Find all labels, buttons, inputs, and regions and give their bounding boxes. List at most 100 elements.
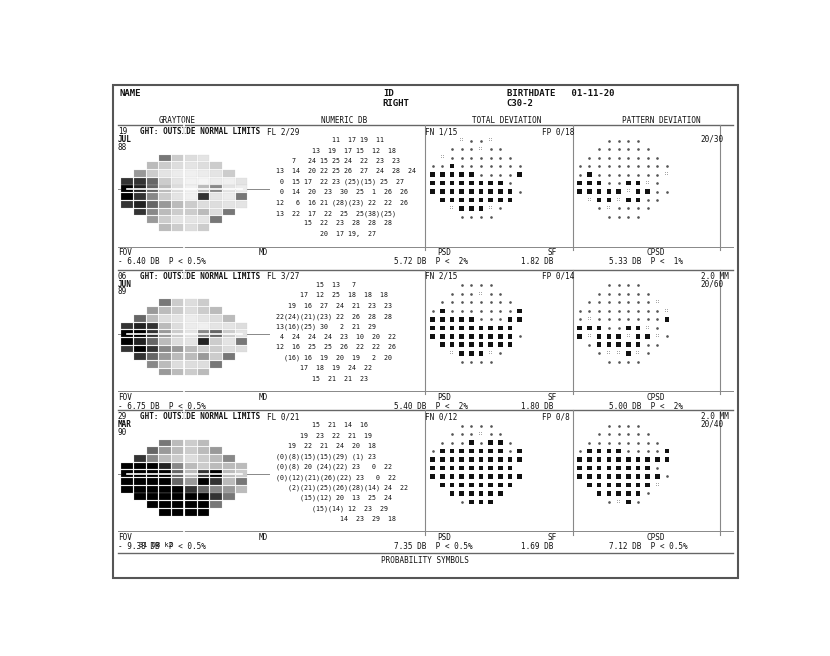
Bar <box>469 457 474 462</box>
Bar <box>440 189 445 194</box>
Bar <box>185 170 197 177</box>
Bar <box>517 317 522 321</box>
Bar <box>198 186 209 192</box>
Bar <box>198 509 209 516</box>
Bar <box>430 189 435 194</box>
Bar <box>469 491 474 496</box>
Text: 2.0 MM: 2.0 MM <box>701 412 728 421</box>
Bar <box>210 216 222 223</box>
Bar <box>626 491 631 496</box>
Text: 2.0 MM: 2.0 MM <box>701 272 728 281</box>
Bar <box>469 197 474 202</box>
Bar <box>210 178 222 184</box>
Bar <box>210 478 222 485</box>
Bar <box>185 162 197 169</box>
Bar <box>459 189 464 194</box>
Bar <box>134 330 146 337</box>
Text: 17  18  19  24  22: 17 18 19 24 22 <box>276 365 372 371</box>
Bar <box>159 485 171 493</box>
Bar <box>597 466 602 470</box>
Bar <box>159 509 171 516</box>
Bar <box>469 466 474 470</box>
Bar <box>172 455 183 462</box>
Bar <box>479 457 483 462</box>
Bar <box>185 323 197 329</box>
Bar <box>488 334 493 338</box>
Bar <box>223 478 235 485</box>
Bar <box>159 186 171 192</box>
Bar <box>469 317 474 321</box>
Bar <box>134 493 146 501</box>
Bar <box>223 485 235 493</box>
Bar <box>616 334 621 338</box>
Bar <box>236 470 247 477</box>
Bar <box>172 346 183 352</box>
Text: MD: MD <box>259 248 268 257</box>
Text: 4  24  24  24  23  10  20  22: 4 24 24 24 23 10 20 22 <box>276 334 396 340</box>
Bar <box>597 474 602 479</box>
Bar <box>172 162 183 169</box>
Text: 22(24)(21)(23) 22  26  28  28: 22(24)(21)(23) 22 26 28 28 <box>276 313 392 319</box>
Text: MD: MD <box>259 533 268 542</box>
Bar <box>626 197 631 202</box>
Bar <box>172 338 183 344</box>
Bar <box>578 325 582 330</box>
Bar <box>440 173 445 177</box>
Bar <box>147 209 159 215</box>
Bar <box>498 474 503 479</box>
Bar <box>198 155 209 161</box>
Bar <box>517 173 522 177</box>
Bar <box>210 455 222 462</box>
Text: ::: :: <box>449 350 455 355</box>
Bar <box>636 197 640 202</box>
Text: 15  21  14  16: 15 21 14 16 <box>276 422 368 428</box>
Bar <box>587 325 592 330</box>
Bar <box>430 334 435 338</box>
Bar <box>607 466 611 470</box>
Bar <box>210 354 222 360</box>
Bar <box>147 354 159 360</box>
Bar <box>159 315 171 321</box>
Bar <box>655 457 660 462</box>
Text: PSD: PSD <box>437 533 451 542</box>
Bar <box>223 170 235 177</box>
Bar <box>134 338 146 344</box>
Bar <box>498 466 503 470</box>
Bar <box>134 178 146 184</box>
Bar <box>159 299 171 306</box>
Text: 5.40 DB  P <  2%: 5.40 DB P < 2% <box>394 402 468 411</box>
Text: 20/60: 20/60 <box>701 279 724 289</box>
Bar <box>450 491 454 496</box>
Bar <box>121 470 133 477</box>
Bar <box>223 315 235 321</box>
Bar <box>223 201 235 207</box>
Text: 12  16  25  25  26  22  22  26: 12 16 25 25 26 22 22 26 <box>276 344 396 350</box>
Bar <box>198 224 209 231</box>
Bar <box>134 201 146 207</box>
Bar <box>198 440 209 446</box>
Bar <box>488 457 493 462</box>
Bar <box>159 346 171 352</box>
Bar <box>636 181 640 186</box>
Bar <box>587 181 592 186</box>
Bar <box>498 197 503 202</box>
Bar <box>210 201 222 207</box>
Bar <box>488 197 493 202</box>
Bar <box>459 334 464 338</box>
Bar <box>198 209 209 215</box>
Bar <box>616 466 621 470</box>
Bar <box>440 334 445 338</box>
Bar <box>459 173 464 177</box>
Bar <box>121 462 133 470</box>
Text: ::: :: <box>587 333 593 338</box>
Bar <box>469 325 474 330</box>
Bar <box>210 170 222 177</box>
Text: 19  16  27  24  21  23  23: 19 16 27 24 21 23 23 <box>276 303 392 309</box>
Text: (0)(8)(15)(15)(29) (1) 23: (0)(8)(15)(15)(29) (1) 23 <box>276 453 376 460</box>
Bar <box>172 216 183 223</box>
Bar <box>440 317 445 321</box>
Bar <box>469 206 474 211</box>
Text: (0)(12)(21)(26)(22) 23   0  22: (0)(12)(21)(26)(22) 23 0 22 <box>276 474 396 481</box>
Text: (15)(12) 20  13  25  24: (15)(12) 20 13 25 24 <box>276 495 392 501</box>
Text: ::: :: <box>616 197 622 202</box>
